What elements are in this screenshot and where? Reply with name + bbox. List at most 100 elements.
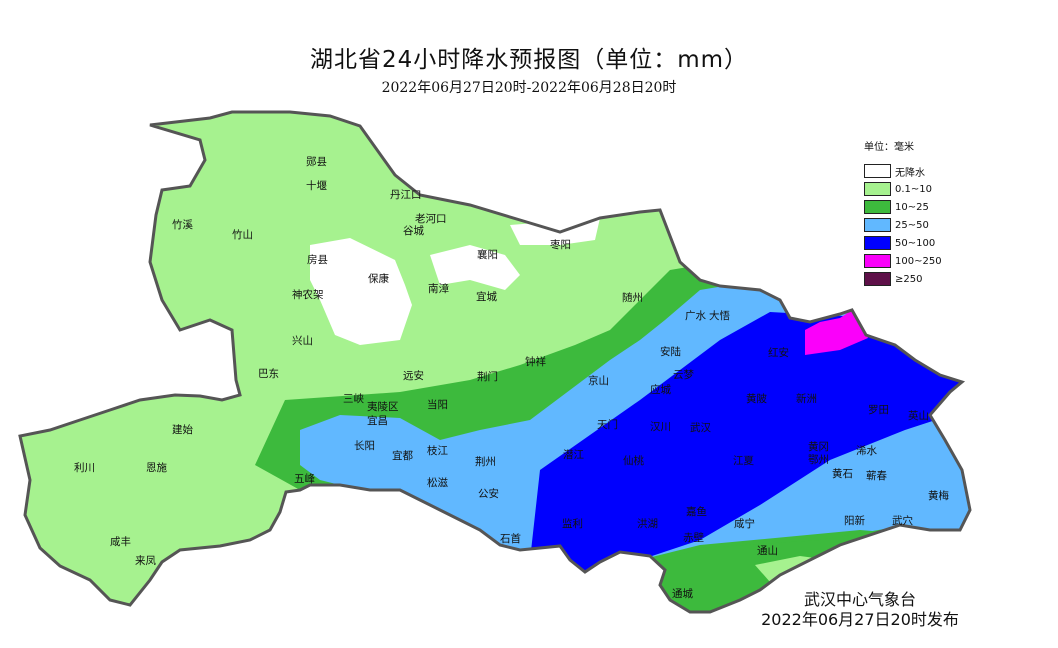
legend-swatch bbox=[864, 272, 891, 286]
legend-swatch bbox=[864, 218, 891, 232]
legend-label: 10~25 bbox=[895, 201, 929, 213]
city-label: 老河口 bbox=[415, 212, 447, 225]
legend-item: 25~50 bbox=[864, 216, 942, 234]
city-label: 罗田 bbox=[868, 404, 889, 416]
legend-item: 无降水 bbox=[864, 162, 942, 180]
legend-swatch bbox=[864, 236, 891, 250]
legend-label: 25~50 bbox=[895, 219, 929, 231]
city-label: 三峡 bbox=[343, 392, 364, 405]
city-label: 蕲春 bbox=[866, 470, 887, 482]
city-label: 通山 bbox=[757, 545, 778, 557]
city-label: 长阳 bbox=[354, 440, 375, 452]
city-label: 汉川 bbox=[650, 421, 671, 433]
city-label: 当阳 bbox=[427, 398, 448, 411]
city-label: 新洲 bbox=[796, 392, 817, 405]
city-label: 宜都 bbox=[392, 449, 413, 462]
city-label: 利川 bbox=[74, 462, 95, 474]
footer: 武汉中心气象台 2022年06月27日20时发布 bbox=[740, 590, 980, 630]
map-title: 湖北省24小时降水预报图（单位：mm） bbox=[309, 47, 749, 73]
legend-item: 50~100 bbox=[864, 234, 942, 252]
city-label: 京山 bbox=[588, 374, 609, 387]
city-label: 钟祥 bbox=[525, 355, 546, 368]
legend: 单位：毫米 无降水 0.1~10 10~25 25~50 50~100 100~250 ≥2… bbox=[864, 138, 942, 288]
city-label: 竹山 bbox=[232, 228, 253, 241]
city-label: 石首 bbox=[500, 532, 521, 545]
city-label: 武汉 bbox=[690, 421, 711, 434]
city-label: 神农架 bbox=[292, 288, 324, 301]
legend-label: 100~250 bbox=[895, 255, 942, 267]
city-label: 应城 bbox=[650, 383, 671, 396]
no-rain-area bbox=[430, 245, 520, 290]
city-label: 通城 bbox=[672, 588, 693, 600]
issue-time-text: 2022年06月27日20时发布 bbox=[761, 610, 959, 629]
legend-item: ≥250 bbox=[864, 270, 942, 288]
city-label: 天门 bbox=[597, 418, 618, 431]
city-label: 洪湖 bbox=[637, 518, 658, 530]
rain-area-100-250 bbox=[805, 310, 868, 355]
city-label: 赤壁 bbox=[683, 531, 704, 544]
legend-label: 无降水 bbox=[895, 167, 925, 179]
city-label: 监利 bbox=[562, 517, 583, 530]
city-label: 郧县 bbox=[306, 156, 327, 168]
city-label: 浠水 bbox=[856, 444, 877, 457]
legend-label: ≥250 bbox=[895, 273, 923, 285]
city-label: 武穴 bbox=[892, 514, 913, 527]
legend-swatch bbox=[864, 164, 891, 178]
city-label: 黄冈 bbox=[808, 440, 829, 453]
city-label: 房县 bbox=[307, 253, 328, 266]
city-label: 恩施 bbox=[146, 461, 167, 474]
city-label: 宜城 bbox=[476, 290, 497, 303]
legend-swatch bbox=[864, 254, 891, 268]
city-label: 荆州 bbox=[475, 455, 496, 468]
city-label: 英山 bbox=[908, 409, 929, 422]
city-label: 远安 bbox=[403, 369, 424, 382]
legend-item: 100~250 bbox=[864, 252, 942, 270]
city-label: 公安 bbox=[478, 487, 499, 500]
city-label: 兴山 bbox=[292, 335, 313, 347]
city-label: 鄂州 bbox=[808, 454, 829, 466]
city-label: 广水 bbox=[685, 310, 706, 322]
city-label: 丹江口 bbox=[390, 189, 422, 201]
legend-label: 0.1~10 bbox=[895, 183, 933, 195]
city-label: 黄陂 bbox=[746, 392, 767, 405]
city-label: 枣阳 bbox=[550, 239, 571, 251]
city-label: 宜昌 bbox=[367, 414, 388, 427]
city-label: 巴东 bbox=[258, 367, 279, 380]
rain-area-50-100 bbox=[530, 312, 970, 590]
legend-swatch bbox=[864, 182, 891, 196]
city-label: 建始 bbox=[172, 423, 193, 436]
city-label: 黄梅 bbox=[928, 489, 949, 502]
city-label: 安陆 bbox=[660, 345, 681, 358]
city-label: 红安 bbox=[768, 346, 789, 359]
city-label: 襄阳 bbox=[477, 248, 498, 261]
city-label: 竹溪 bbox=[172, 218, 193, 231]
city-label: 潜江 bbox=[563, 448, 584, 461]
city-label: 来凤 bbox=[135, 555, 156, 567]
city-label: 大悟 bbox=[709, 309, 730, 322]
city-label: 松滋 bbox=[427, 476, 448, 489]
legend-item: 0.1~10 bbox=[864, 180, 942, 198]
city-label: 黄石 bbox=[832, 467, 853, 480]
city-label: 嘉鱼 bbox=[686, 505, 707, 518]
city-label: 南漳 bbox=[428, 282, 449, 295]
no-rain-area bbox=[310, 238, 412, 345]
city-label: 保康 bbox=[368, 272, 389, 285]
city-label: 荆门 bbox=[477, 370, 498, 383]
city-label: 阳新 bbox=[844, 514, 865, 527]
legend-label: 50~100 bbox=[895, 237, 936, 249]
city-label: 随州 bbox=[622, 291, 643, 304]
city-label: 枝江 bbox=[427, 444, 448, 457]
city-label: 仙桃 bbox=[623, 454, 644, 467]
issuer-text: 武汉中心气象台 bbox=[803, 590, 916, 609]
city-label: 十堰 bbox=[306, 179, 327, 192]
city-label: 夷陵区 bbox=[367, 400, 399, 413]
city-label: 咸丰 bbox=[110, 535, 131, 548]
map-subtitle: 2022年06月27日20时-2022年06月28日20时 bbox=[381, 80, 677, 96]
city-label: 云梦 bbox=[673, 369, 694, 381]
legend-swatch bbox=[864, 200, 891, 214]
legend-item: 10~25 bbox=[864, 198, 942, 216]
city-label: 五峰 bbox=[294, 473, 315, 485]
legend-title: 单位：毫米 bbox=[864, 142, 914, 153]
